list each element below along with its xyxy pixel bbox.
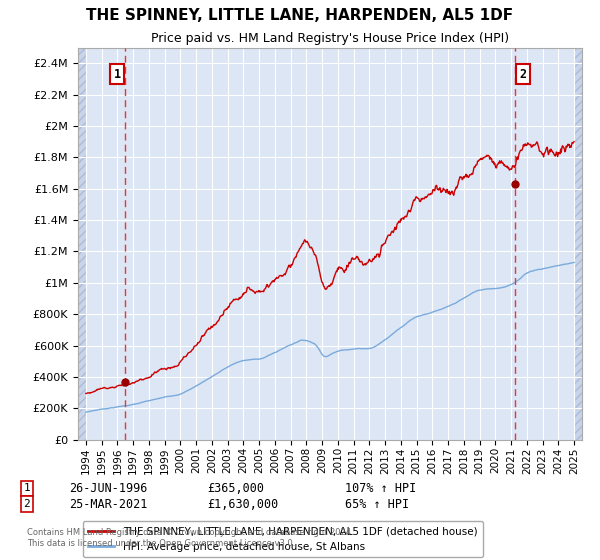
Text: 2: 2	[519, 68, 526, 81]
Bar	[78, 48, 86, 440]
Text: THE SPINNEY, LITTLE LANE, HARPENDEN, AL5 1DF: THE SPINNEY, LITTLE LANE, HARPENDEN, AL5…	[86, 8, 514, 24]
Legend: THE SPINNEY, LITTLE LANE, HARPENDEN, AL5 1DF (detached house), HPI: Average pric: THE SPINNEY, LITTLE LANE, HARPENDEN, AL5…	[83, 521, 482, 557]
Title: Price paid vs. HM Land Registry's House Price Index (HPI): Price paid vs. HM Land Registry's House …	[151, 32, 509, 45]
Text: 1: 1	[23, 483, 31, 493]
Text: 65% ↑ HPI: 65% ↑ HPI	[345, 497, 409, 511]
Bar	[78, 48, 86, 440]
Text: 107% ↑ HPI: 107% ↑ HPI	[345, 482, 416, 495]
Text: 2: 2	[23, 499, 31, 509]
Text: 26-JUN-1996: 26-JUN-1996	[69, 482, 148, 495]
Text: £1,630,000: £1,630,000	[207, 497, 278, 511]
Bar	[574, 48, 582, 440]
Text: Contains HM Land Registry data © Crown copyright and database right 2024.
This d: Contains HM Land Registry data © Crown c…	[27, 528, 353, 548]
Text: £365,000: £365,000	[207, 482, 264, 495]
Bar	[574, 48, 582, 440]
Text: 25-MAR-2021: 25-MAR-2021	[69, 497, 148, 511]
Text: 1: 1	[113, 68, 121, 81]
